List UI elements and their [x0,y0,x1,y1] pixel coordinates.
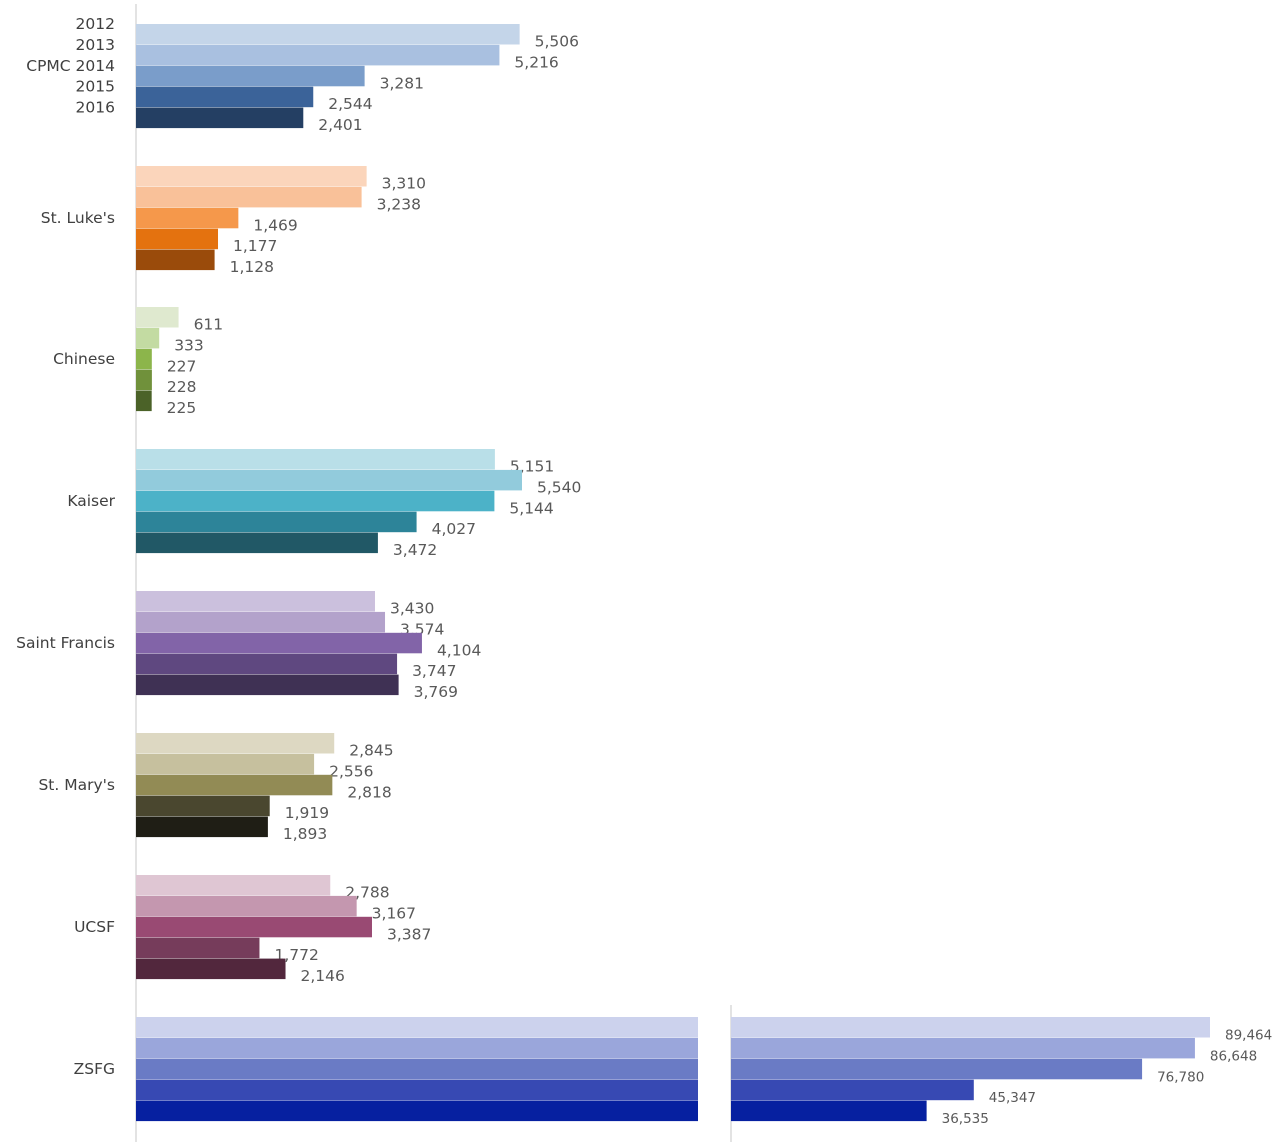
category-label: St. Luke's [41,209,115,227]
series-label: 2012 [76,15,115,33]
category-label: Kaiser [67,492,115,510]
bar [136,937,260,959]
data-label: 3,387 [387,925,431,943]
bar [136,44,500,66]
bar [136,1100,698,1122]
data-label: 228 [167,378,197,396]
data-label: 5,144 [509,499,553,517]
series-label: CPMC 2014 [26,57,115,75]
data-label: 5,216 [514,53,558,71]
bar [136,674,399,696]
data-label: 3,281 [380,74,424,92]
bar [136,532,378,554]
data-label: 2,544 [328,95,372,113]
bar [136,207,239,229]
data-label: 611 [194,316,224,334]
data-label: 3,310 [382,175,426,193]
data-label: 3,769 [414,683,458,701]
bar [136,632,422,654]
bar [136,166,367,187]
data-label: 3,238 [377,195,421,213]
category-label: Chinese [53,350,115,368]
data-label: 45,347 [989,1090,1036,1106]
data-label: 2,818 [347,783,391,801]
data-label: 333 [174,336,204,354]
data-label: 2,556 [329,762,373,780]
data-label: 225 [167,399,197,417]
bar [136,1017,698,1038]
bar [136,348,152,370]
inset-bar [731,1100,927,1122]
bar [136,369,152,391]
inset-bar [731,1037,1195,1059]
data-label: 3,167 [372,904,416,922]
data-label: 5,540 [537,478,581,496]
bar [136,816,268,838]
inset-bar [731,1079,974,1101]
data-label: 36,535 [942,1111,989,1127]
data-label: 2,146 [301,967,345,985]
inset-bar [731,1017,1210,1038]
bar [136,1058,698,1080]
bar [136,186,362,208]
bar [136,895,357,917]
bar [136,653,398,675]
bar [136,24,520,45]
data-label: 4,104 [437,641,481,659]
bar [136,228,219,250]
bar [136,916,372,938]
bar [136,107,304,129]
bar [136,511,417,533]
data-label: 76,780 [1157,1069,1204,1085]
bar [136,591,375,612]
data-label: 1,177 [233,237,277,255]
data-label: 1,772 [274,946,318,964]
bar [136,733,335,754]
data-label: 2,845 [349,742,393,760]
data-label: 3,472 [393,541,437,559]
series-label: 2015 [76,78,115,96]
category-label: UCSF [74,918,115,936]
bar [136,327,160,349]
bar [136,611,386,633]
bar [136,449,495,470]
bar [136,875,331,896]
bar [136,958,286,980]
data-label: 3,747 [412,662,456,680]
series-label: 2013 [76,36,115,54]
data-label: 1,893 [283,825,327,843]
bar [136,490,495,512]
series-label: 2016 [76,99,115,117]
category-label: ZSFG [74,1060,115,1078]
data-label: 89,464 [1225,1028,1272,1044]
bar [136,469,522,491]
bar [136,65,365,87]
bar [136,307,179,328]
data-label: 227 [167,357,197,375]
data-label: 5,506 [535,33,579,51]
data-label: 86,648 [1210,1048,1257,1064]
bar [136,86,314,108]
category-label: St. Mary's [38,776,115,794]
inset-bar [731,1058,1143,1080]
bar [136,390,152,412]
data-label: 3,430 [390,600,434,618]
bar [136,1079,698,1101]
bar [136,1037,698,1059]
bar [136,795,270,817]
bar [136,249,215,271]
data-label: 1,919 [285,804,329,822]
data-label: 1,469 [253,216,297,234]
bar [136,774,333,796]
data-label: 2,401 [318,116,362,134]
category-label: Saint Francis [16,634,115,652]
data-label: 1,128 [230,258,274,276]
data-label: 4,027 [432,520,476,538]
bar [136,753,315,775]
